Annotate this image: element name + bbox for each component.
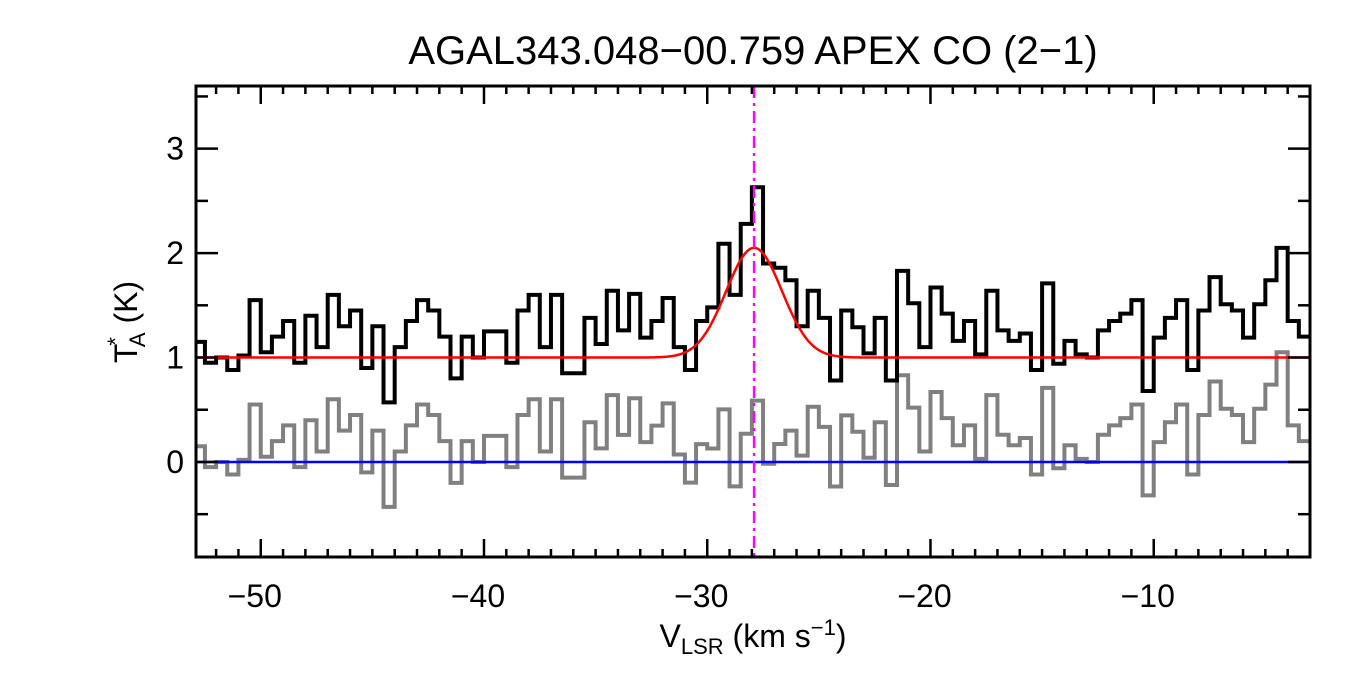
- y-axis-label: T*A (K): [103, 281, 150, 363]
- x-axis-label: VLSR (km s−1): [660, 615, 847, 659]
- x-tick-label: −50: [228, 578, 282, 614]
- plot-frame: [194, 84, 1312, 559]
- spectrum-series: [196, 185, 1310, 405]
- x-tick-label: −10: [1121, 578, 1175, 614]
- plot-content: [196, 86, 1310, 557]
- x-label-sup: −1: [811, 615, 836, 640]
- x-label-main: V: [660, 618, 682, 654]
- plot-area: [196, 86, 1310, 557]
- y-label-main: T: [108, 344, 144, 364]
- y-tick-label: 0: [166, 444, 184, 480]
- x-label-close: ): [836, 618, 847, 654]
- y-label-rest: (K): [108, 281, 144, 333]
- x-label-sub: LSR: [681, 634, 724, 659]
- x-tick-label: −30: [674, 578, 728, 614]
- y-label-sub: A: [125, 332, 150, 347]
- y-tick-label: 1: [166, 340, 184, 376]
- chart-title: AGAL343.048−00.759 APEX CO (2−1): [408, 29, 1097, 73]
- y-tick-label: 2: [166, 235, 184, 271]
- y-tick-label: 3: [166, 131, 184, 167]
- tick-labels: −50 −40 −30 −20 −10 0 1 2 3: [166, 131, 1175, 614]
- x-label-rest: (km s: [724, 618, 811, 654]
- x-tick-label: −20: [897, 578, 951, 614]
- y-label-sup: *: [103, 337, 128, 346]
- x-tick-label: −40: [451, 578, 505, 614]
- residual-series: [196, 350, 1310, 509]
